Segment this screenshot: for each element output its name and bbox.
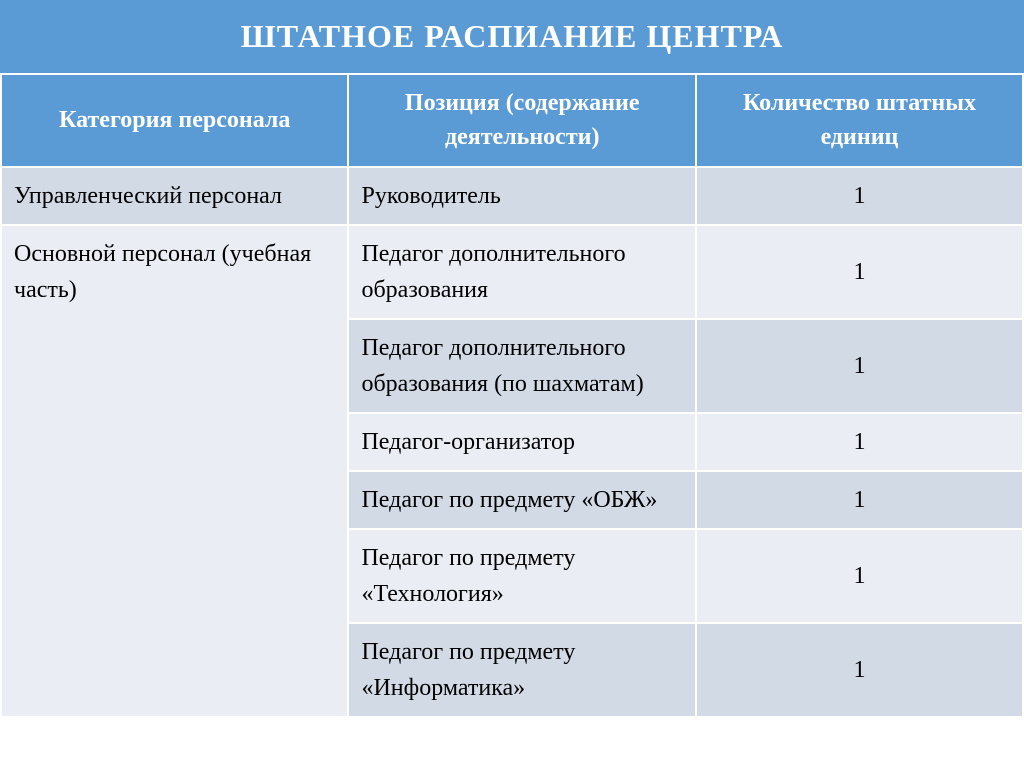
cell-count: 1: [696, 471, 1023, 529]
table-row: Основной персонал (учебная часть) Педаго…: [1, 225, 1023, 319]
staffing-table: Категория персонала Позиция (содержание …: [0, 73, 1024, 718]
cell-count: 1: [696, 167, 1023, 225]
header-position: Позиция (содержание деятельности): [348, 74, 695, 167]
table-row: Управленческий персонал Руководитель 1: [1, 167, 1023, 225]
cell-count: 1: [696, 529, 1023, 623]
cell-position: Педагог по предмету «ОБЖ»: [348, 471, 695, 529]
cell-count: 1: [696, 413, 1023, 471]
header-category: Категория персонала: [1, 74, 348, 167]
staffing-table-container: ШТАТНОЕ РАСПИАНИЕ ЦЕНТРА Категория персо…: [0, 0, 1024, 718]
cell-category: Управленческий персонал: [1, 167, 348, 225]
cell-count: 1: [696, 623, 1023, 717]
cell-category: Основной персонал (учебная часть): [1, 225, 348, 717]
cell-position: Руководитель: [348, 167, 695, 225]
cell-position: Педагог по предмету «Технология»: [348, 529, 695, 623]
cell-position: Педагог по предмету «Информатика»: [348, 623, 695, 717]
table-title: ШТАТНОЕ РАСПИАНИЕ ЦЕНТРА: [0, 0, 1024, 73]
cell-count: 1: [696, 319, 1023, 413]
cell-position: Педагог дополнительного образования (по …: [348, 319, 695, 413]
header-row: Категория персонала Позиция (содержание …: [1, 74, 1023, 167]
header-count: Количество штатных единиц: [696, 74, 1023, 167]
cell-count: 1: [696, 225, 1023, 319]
cell-position: Педагог дополнительного образования: [348, 225, 695, 319]
cell-position: Педагог-организатор: [348, 413, 695, 471]
